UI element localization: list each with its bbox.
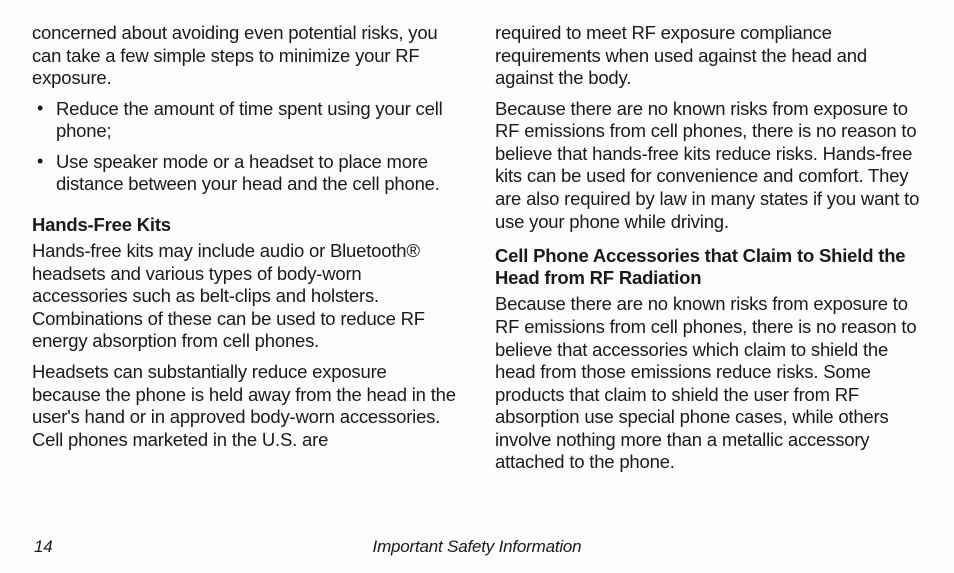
body-paragraph: Because there are no known risks from ex… xyxy=(495,98,922,233)
body-paragraph: Because there are no known risks from ex… xyxy=(495,293,922,474)
body-paragraph: Headsets can substantially reduce exposu… xyxy=(32,361,459,451)
content-columns: concerned about avoiding even potential … xyxy=(32,22,922,523)
page-footer: 14 Important Safety Information xyxy=(32,537,922,557)
footer-title: Important Safety Information xyxy=(34,537,920,557)
body-paragraph: required to meet RF exposure compliance … xyxy=(495,22,922,90)
body-paragraph: Hands-free kits may include audio or Blu… xyxy=(32,240,459,353)
tips-list: Reduce the amount of time spent using yo… xyxy=(32,98,459,204)
list-item: Use speaker mode or a headset to place m… xyxy=(32,151,459,196)
list-item: Reduce the amount of time spent using yo… xyxy=(32,98,459,143)
section-heading-hands-free: Hands-Free Kits xyxy=(32,214,459,236)
intro-paragraph: concerned about avoiding even potential … xyxy=(32,22,459,90)
left-column: concerned about avoiding even potential … xyxy=(32,22,459,523)
right-column: required to meet RF exposure compliance … xyxy=(495,22,922,523)
section-heading-accessories: Cell Phone Accessories that Claim to Shi… xyxy=(495,245,922,289)
